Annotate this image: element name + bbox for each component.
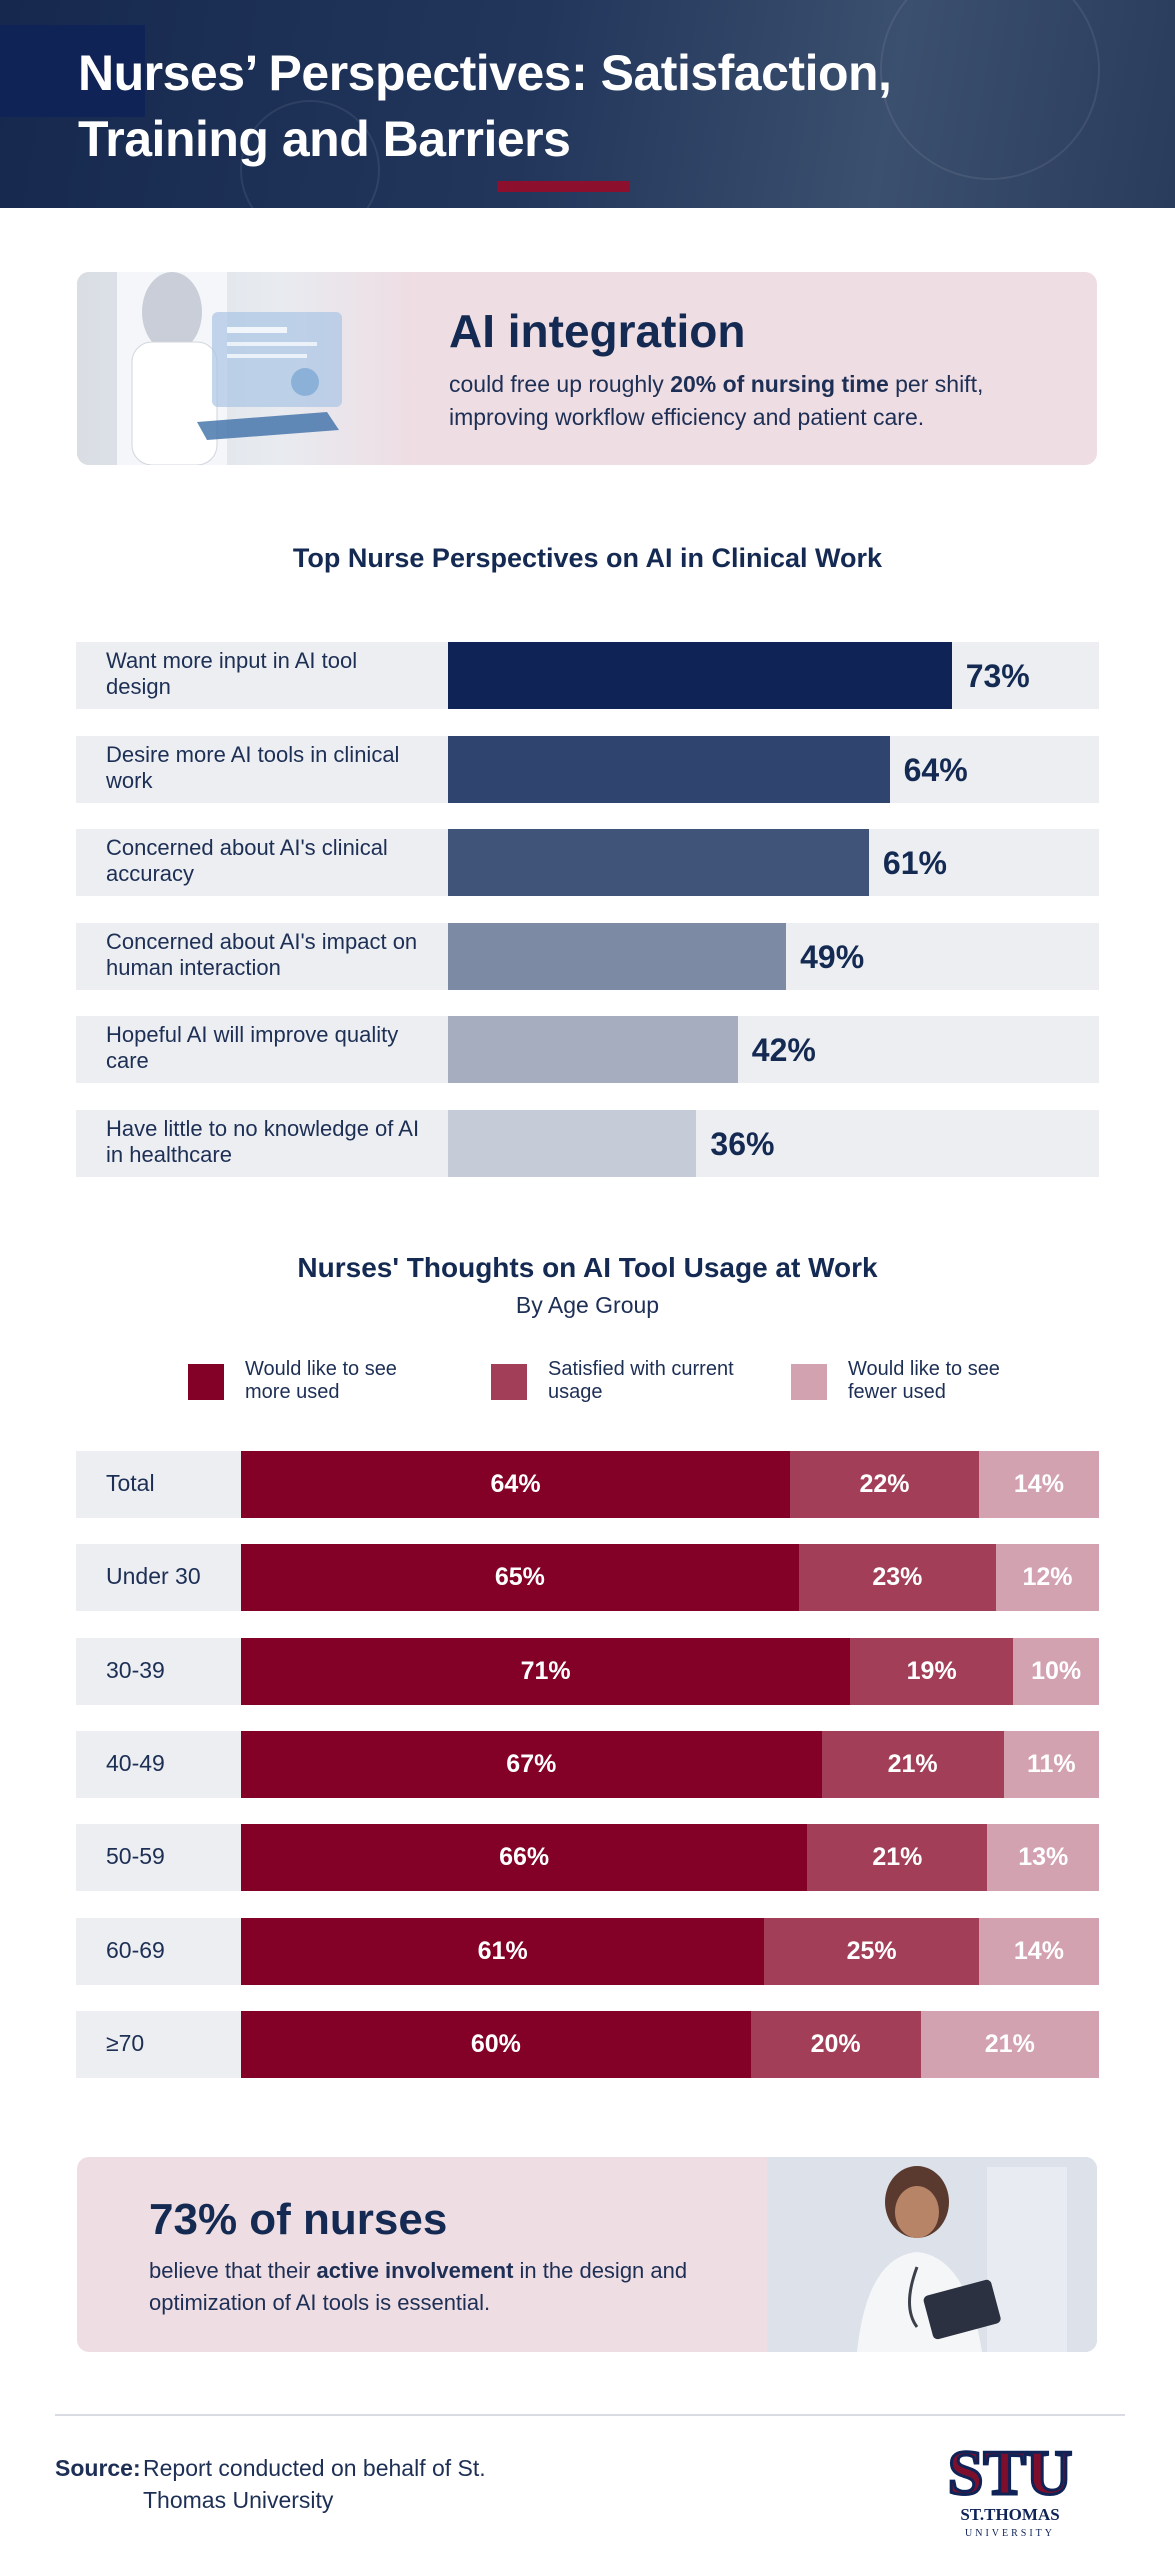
legend-swatch [491,1364,527,1400]
age-group-row: 50-59 66% 21% 13% [76,1824,1099,1892]
usage-chart-title: Nurses' Thoughts on AI Tool Usage at Wor… [297,1252,878,1283]
stacked-bar-segment: 21% [920,2010,1099,2078]
perspective-bar [448,1109,697,1177]
perspective-value-label: 73% [965,658,1030,694]
perspective-bar [448,1016,738,1083]
perspective-label: Have little to no knowledge of AI in hea… [106,1115,420,1167]
nurses-involvement-card: 73% of nurses believe that their active … [77,2157,1097,2352]
st-thomas-university-logo: STU ST.THOMAS UNIVERSITY [946,2436,1074,2540]
perspective-bar [448,642,952,709]
page-title: Nurses’ Perspectives: Satisfaction, Trai… [78,45,892,167]
legend-label: Would like to see fewer used [848,1358,1000,1403]
perspective-label: Desire more AI tools in clinical work [106,741,400,793]
stacked-bar-segment: 64% [241,1451,791,1518]
stacked-bar-segment: 12% [996,1544,1099,1612]
stacked-bar-segment: 14% [978,1451,1099,1518]
age-group-row: 40-49 67% 21% 11% [76,1730,1099,1798]
perspective-row: Have little to no knowledge of AI in hea… [76,1109,1099,1177]
stacked-bar-segment: 10% [1013,1637,1099,1705]
stacked-bar-segment: 19% [850,1637,1014,1705]
stacked-bar-segment: 13% [987,1824,1099,1892]
title-underline [497,181,630,192]
legend-swatch [791,1364,827,1400]
legend-label: Would like to see more used [245,1358,397,1403]
nurse-tablet-image [767,2157,1097,2352]
header-banner: Nurses’ Perspectives: Satisfaction, Trai… [0,0,1175,208]
perspective-bar [448,735,890,803]
perspective-value-label: 64% [903,751,968,788]
perspective-row: Want more input in AI tool design 73% [76,642,1099,709]
age-group-row: 30-39 71% 19% 10% [76,1637,1099,1705]
age-group-label: ≥70 [106,2029,145,2056]
nurse-illustration [767,2157,1097,2352]
age-group-row: Under 30 65% 23% 12% [76,1544,1099,1612]
stacked-bar-segment: 65% [241,1544,799,1612]
stacked-bar-segment: 22% [790,1451,979,1518]
age-group-label: 40-49 [106,1749,165,1776]
perspective-label: Hopeful AI will improve quality care [106,1022,399,1073]
legend-label: Satisfied with current usage [548,1358,734,1403]
involvement-text: believe that their active involvement in… [149,2258,688,2315]
perspective-label: Want more input in AI tool design [106,648,358,699]
stacked-bar-segment: 11% [1003,1730,1099,1798]
stacked-bar-segment: 14% [978,1917,1099,1985]
perspective-value-label: 49% [800,938,865,975]
ai-integration-card: AI integration could free up roughly 20%… [77,272,1097,465]
source-label: Source: [55,2455,141,2481]
age-group-row: ≥70 60% 20% 21% [76,2010,1099,2078]
perspective-row: Hopeful AI will improve quality care 42% [76,1016,1099,1083]
stacked-bar-segment: 61% [241,1917,765,1985]
legend-swatch [188,1364,224,1400]
doctor-illustration [117,272,342,465]
svg-text:ST.THOMAS: ST.THOMAS [960,2505,1059,2524]
perspective-label: Concerned about AI's clinical accuracy [106,835,388,886]
perspective-row: Concerned about AI's clinical accuracy 61… [76,829,1099,896]
ai-integration-text: could free up roughly 20% of nursing tim… [449,371,984,430]
stacked-bar-segment: 21% [807,1824,988,1892]
stacked-bar-segment: 25% [764,1917,979,1985]
stacked-bar-segment: 71% [241,1637,851,1705]
age-group-label: 60-69 [106,1936,165,1963]
age-group-row: 60-69 61% 25% 14% [76,1917,1099,1985]
stacked-bar-segment: 23% [798,1544,997,1612]
perspective-bar [448,922,787,990]
usage-chart-subtitle: By Age Group [515,1292,660,1318]
stacked-bar-segment: 21% [821,1730,1004,1798]
perspective-row: Concerned about AI's impact on human int… [76,922,1099,990]
age-group-row: Total 64% 22% 14% [76,1451,1099,1518]
perspective-row: Desire more AI tools in clinical work 64% [76,735,1099,803]
doctor-tablet-image [77,272,417,465]
perspective-bar [448,829,869,896]
header-accent-block [0,25,145,117]
footer-divider [55,2414,1125,2416]
involvement-heading: 73% of nurses [149,2195,448,2244]
perspective-value-label: 36% [710,1125,775,1162]
perspectives-chart-title: Top Nurse Perspectives on AI in Clinical… [292,543,883,573]
perspective-value-label: 42% [751,1032,816,1068]
ai-integration-heading: AI integration [449,305,746,357]
source-citation: Source: Report conducted on behalf of St… [55,2452,486,2513]
stacked-bar-segment: 20% [750,2010,921,2078]
perspective-value-label: 61% [882,845,947,881]
source-text: Report conducted on behalf of St. Thomas… [143,2455,486,2513]
age-group-label: Total [106,1470,155,1496]
svg-text:UNIVERSITY: UNIVERSITY [965,2528,1055,2539]
age-group-label: 50-59 [106,1843,165,1870]
svg-text:STU: STU [948,2437,1073,2508]
stacked-bar-segment: 66% [241,1824,808,1892]
stacked-bar-segment: 67% [241,1730,822,1798]
perspective-label: Concerned about AI's impact on human int… [106,928,418,980]
age-group-label: Under 30 [106,1563,201,1590]
stacked-bar-segment: 60% [241,2010,751,2078]
age-group-label: 30-39 [106,1656,165,1683]
